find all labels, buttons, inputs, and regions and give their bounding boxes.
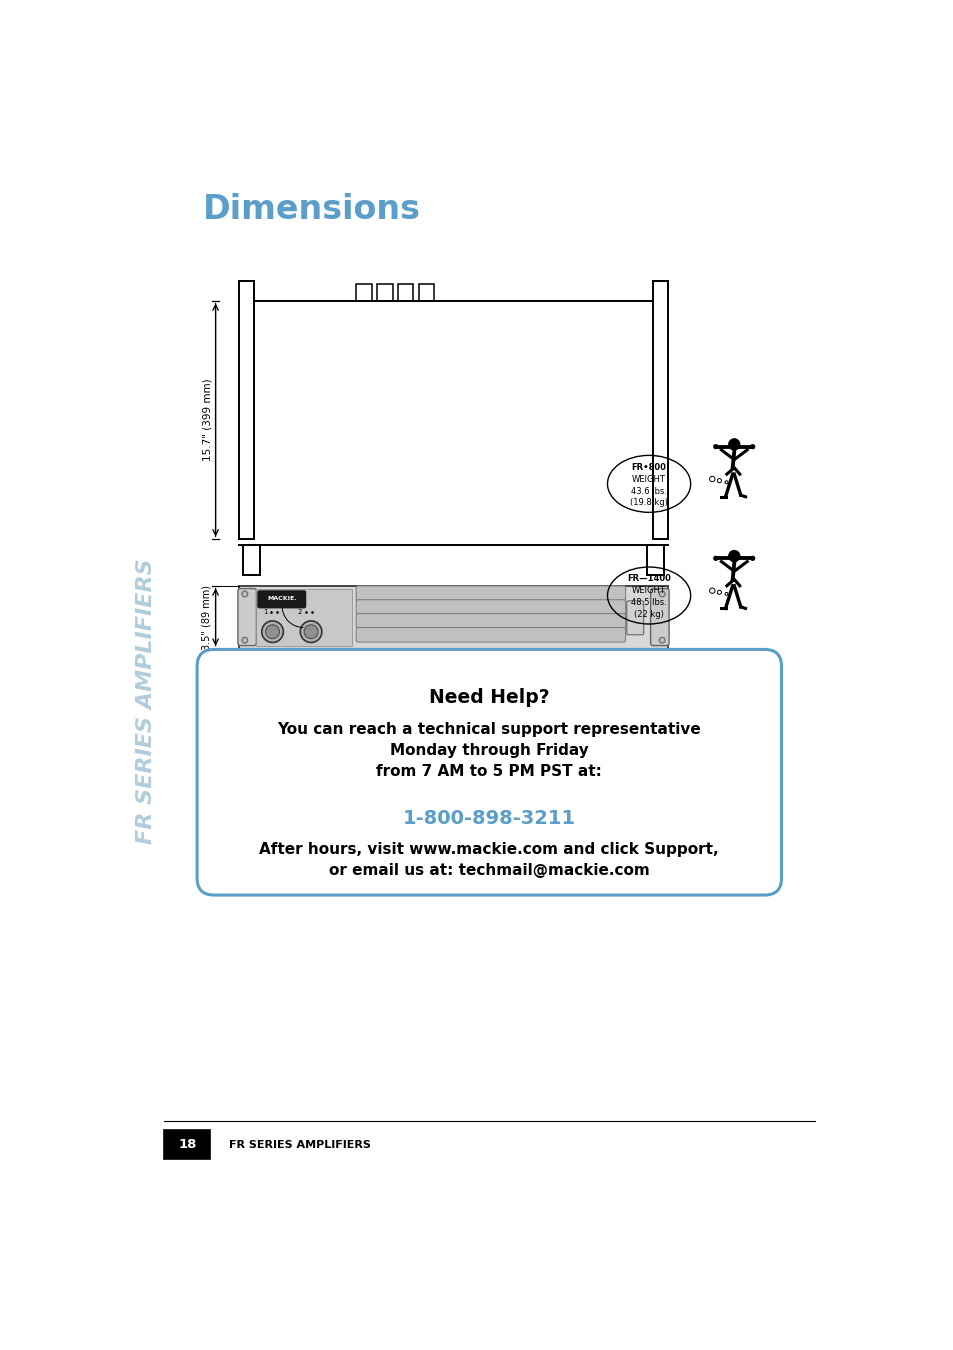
Text: FR•800: FR•800 bbox=[631, 463, 666, 471]
FancyBboxPatch shape bbox=[257, 591, 305, 608]
Text: 43.6 lbs.: 43.6 lbs. bbox=[631, 486, 666, 495]
FancyBboxPatch shape bbox=[626, 601, 643, 634]
FancyBboxPatch shape bbox=[355, 586, 625, 601]
Text: After hours, visit www.mackie.com and click Support,
or email us at: techmail@ma: After hours, visit www.mackie.com and cl… bbox=[259, 842, 719, 878]
Bar bbox=[397, 284, 413, 301]
Bar bbox=[376, 284, 393, 301]
FancyBboxPatch shape bbox=[650, 589, 668, 645]
Text: 48.5 lbs.: 48.5 lbs. bbox=[631, 598, 666, 608]
Text: Need Help?: Need Help? bbox=[429, 688, 549, 707]
Circle shape bbox=[728, 660, 740, 672]
Text: WEIGHT: WEIGHT bbox=[632, 586, 665, 595]
FancyBboxPatch shape bbox=[197, 649, 781, 895]
Text: 3.5" (89 mm): 3.5" (89 mm) bbox=[201, 585, 212, 649]
Text: 1-800-898-3211: 1-800-898-3211 bbox=[402, 809, 576, 828]
Text: 19.0 " (483 mm): 19.0 " (483 mm) bbox=[407, 678, 499, 687]
FancyBboxPatch shape bbox=[355, 614, 625, 628]
Text: FR—1400: FR—1400 bbox=[626, 574, 670, 583]
Bar bbox=[418, 284, 434, 301]
Text: FR SERIES AMPLIFIERS: FR SERIES AMPLIFIERS bbox=[136, 558, 156, 844]
Text: WEIGHT: WEIGHT bbox=[632, 475, 665, 483]
Bar bbox=[255, 589, 352, 645]
Text: 18: 18 bbox=[178, 1138, 196, 1152]
Circle shape bbox=[265, 625, 279, 639]
FancyBboxPatch shape bbox=[355, 628, 625, 643]
Circle shape bbox=[713, 444, 718, 450]
Circle shape bbox=[713, 666, 718, 671]
Circle shape bbox=[750, 556, 754, 560]
Text: 2: 2 bbox=[297, 609, 302, 614]
Text: FR—2500: FR—2500 bbox=[626, 684, 670, 694]
Circle shape bbox=[300, 621, 321, 643]
Circle shape bbox=[659, 591, 664, 597]
Text: (25.5 kg): (25.5 kg) bbox=[630, 720, 667, 729]
Text: (22 kg): (22 kg) bbox=[634, 610, 663, 620]
Text: You can reach a technical support representative
Monday through Friday
from 7 AM: You can reach a technical support repres… bbox=[277, 722, 700, 779]
Text: WEIGHT: WEIGHT bbox=[632, 697, 665, 705]
Text: MACKIE.: MACKIE. bbox=[267, 597, 296, 602]
Circle shape bbox=[750, 666, 754, 671]
Text: 1: 1 bbox=[263, 609, 268, 614]
Circle shape bbox=[242, 591, 248, 597]
Bar bbox=[356, 284, 372, 301]
Circle shape bbox=[728, 551, 740, 562]
Circle shape bbox=[750, 444, 754, 450]
Bar bbox=[238, 586, 668, 648]
Circle shape bbox=[304, 625, 317, 639]
Bar bbox=[164, 1130, 210, 1160]
Text: 56.2 lbs.: 56.2 lbs. bbox=[631, 709, 666, 717]
Circle shape bbox=[713, 556, 718, 560]
Text: (19.8 kg): (19.8 kg) bbox=[630, 498, 667, 508]
Circle shape bbox=[659, 637, 664, 643]
Text: FR SERIES AMPLIFIERS: FR SERIES AMPLIFIERS bbox=[229, 1139, 371, 1149]
FancyBboxPatch shape bbox=[355, 599, 625, 614]
Text: 15.7" (399 mm): 15.7" (399 mm) bbox=[203, 378, 213, 462]
FancyBboxPatch shape bbox=[237, 589, 256, 645]
Text: Dimensions: Dimensions bbox=[202, 193, 420, 225]
Circle shape bbox=[261, 621, 283, 643]
Circle shape bbox=[728, 439, 740, 451]
Circle shape bbox=[242, 637, 248, 643]
